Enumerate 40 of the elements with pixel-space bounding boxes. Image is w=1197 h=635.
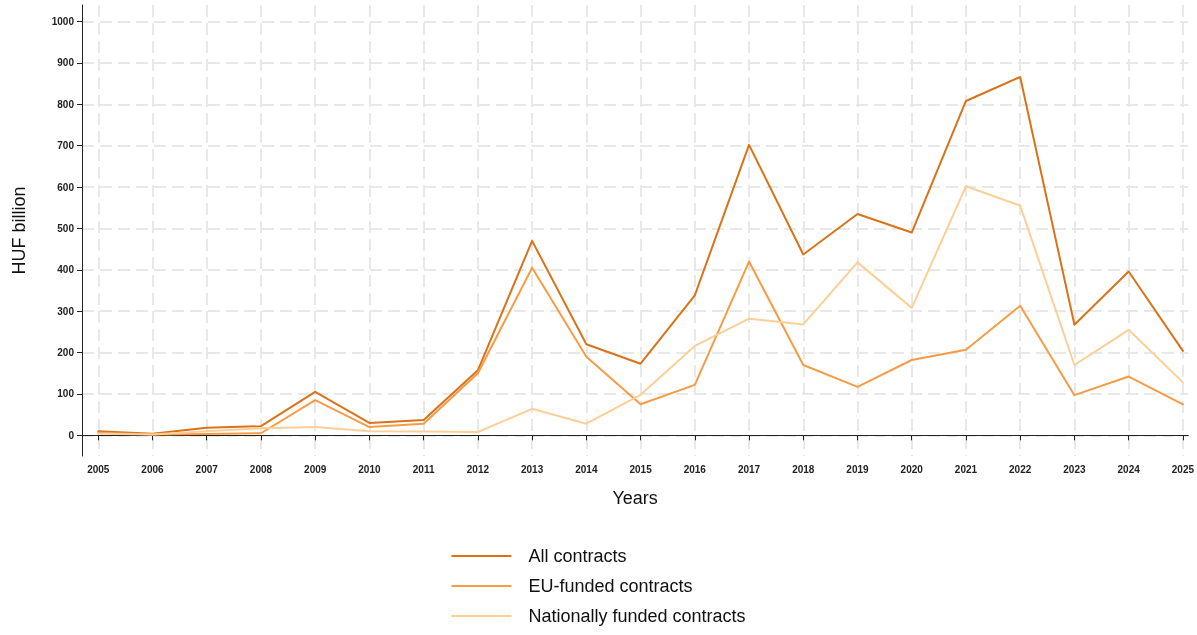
y-tick-label: 900 [57,57,75,69]
y-tick-label: 500 [57,222,75,234]
legend-label: Nationally funded contracts [528,606,746,626]
x-tick-label: 2014 [575,463,598,475]
y-tick-label: 400 [57,264,75,276]
x-tick-label: 2010 [358,463,381,475]
x-tick-label: 2019 [846,463,870,475]
y-tick-label: 300 [57,305,75,317]
line-series [97,75,1184,435]
x-tick-label: 2021 [954,463,978,475]
x-tick-label: 2005 [87,463,110,475]
line-series [97,185,1184,436]
x-axis-title: Years [612,488,658,508]
y-tick-label: 0 [68,429,75,441]
x-tick-label: 2015 [629,463,653,475]
x-tick-label: 2008 [249,463,273,475]
x-tick-label: 2012 [466,463,490,475]
x-tick-label: 2018 [792,463,815,475]
y-tick-label: 1000 [51,16,75,28]
x-tick-label: 2009 [304,463,327,475]
x-tick-label: 2020 [900,463,924,475]
y-tick-label: 100 [57,388,75,400]
y-tick-label: 200 [57,347,75,359]
x-tick-label: 2013 [520,463,544,475]
x-tick-label: 2016 [683,463,707,475]
x-tick-label: 2023 [1063,463,1086,475]
x-tick-label: 2022 [1009,463,1032,475]
x-tick-label: 2011 [412,463,435,475]
y-tick-label: 600 [57,181,75,193]
x-tick-label: 2007 [195,463,219,475]
y-axis-title: HUF billion [9,186,29,275]
x-tick-label: 2006 [141,463,165,475]
legend-label: All contracts [528,546,627,566]
x-tick-label: 2017 [737,463,761,475]
line-series [97,260,1184,436]
y-tick-label: 800 [57,98,75,110]
x-tick-label: 2024 [1117,463,1141,475]
legend-label: EU-funded contracts [528,576,693,596]
x-tick-label: 2025 [1171,463,1195,475]
y-tick-label: 700 [57,140,75,152]
